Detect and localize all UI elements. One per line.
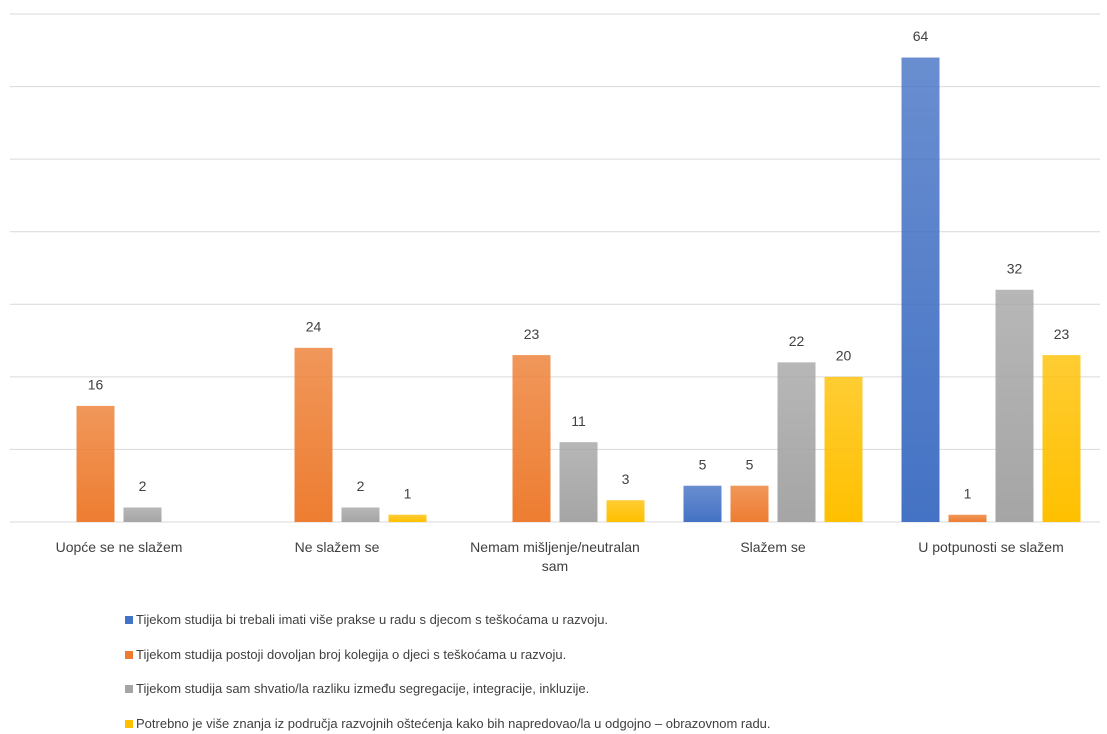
bar [123,507,162,522]
x-tick-label: Ne slažem se [294,539,380,555]
bar [1042,355,1081,522]
x-tick-label: Nemam mišljenje/neutralan sam [470,539,640,574]
data-label: 23 [1054,326,1070,342]
x-tick-label: Slažem se [740,539,806,555]
bar [948,514,987,522]
legend-entry: Potrebno je više znanja iz područja razv… [125,716,771,731]
data-label: 1 [964,485,972,501]
legend-text: Potrebno je više znanja iz područja razv… [136,715,771,731]
bar [901,57,940,523]
legend-swatch [125,616,133,624]
data-label: 23 [524,326,540,342]
legend-swatch [125,719,133,728]
bar [559,442,598,522]
bar [341,507,380,522]
x-tick-label: Uopće se ne slažem [55,539,183,555]
data-label: 32 [1007,260,1023,276]
bar [388,514,427,522]
data-label: 5 [746,456,754,472]
data-label: 24 [306,319,322,335]
bar [995,289,1034,522]
bar [606,500,645,522]
data-label: 20 [836,348,852,364]
bar [76,405,115,522]
bar [294,347,333,522]
legend-entry: Tijekom studija bi trebali imati više pr… [125,612,608,627]
data-label: 1 [404,485,412,501]
data-label: 3 [622,471,630,487]
bar [777,362,816,522]
data-label: 2 [139,478,147,494]
data-label: 64 [913,28,929,44]
legend-entry: Tijekom studija sam shvatio/la razliku i… [125,681,589,696]
legend-swatch [125,685,133,693]
legend-swatch [125,650,133,659]
bar [683,485,722,522]
legend-text: Tijekom studija sam shvatio/la razliku i… [136,681,590,696]
x-tick-label: U potpunosti se slažem [918,539,1064,555]
legend-text: Tijekom studija postoji dovoljan broj ko… [136,646,567,662]
data-label: 11 [571,413,586,429]
data-label: 2 [357,478,365,494]
legend-entry: Tijekom studija postoji dovoljan broj ko… [125,647,566,662]
legend-text: Tijekom studija bi trebali imati više pr… [136,612,609,627]
bar [730,485,769,522]
data-label: 22 [789,333,805,349]
bar [512,355,551,522]
data-label: 16 [88,377,104,393]
bar [824,376,863,522]
data-label: 5 [699,456,707,472]
